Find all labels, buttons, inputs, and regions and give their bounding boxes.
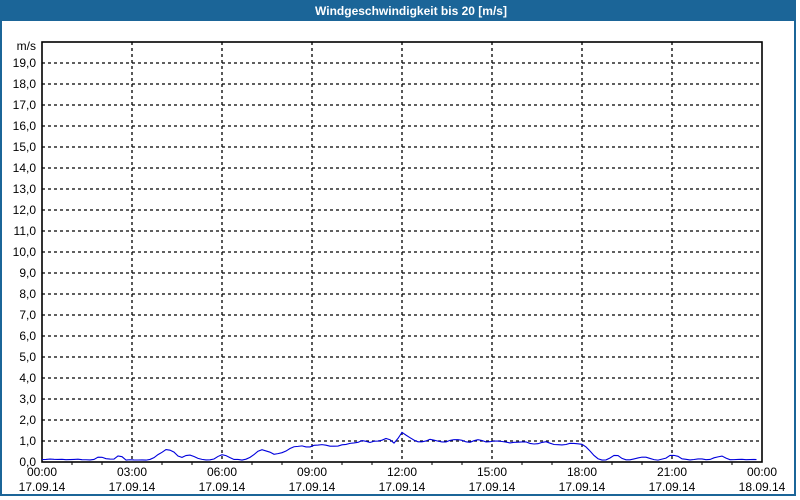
svg-text:5,0: 5,0	[19, 350, 36, 364]
svg-text:21:00: 21:00	[657, 465, 687, 479]
svg-text:00:00: 00:00	[27, 465, 57, 479]
svg-text:12,0: 12,0	[13, 203, 37, 217]
svg-text:18,0: 18,0	[13, 77, 37, 91]
svg-text:17,0: 17,0	[13, 98, 37, 112]
svg-text:17.09.14: 17.09.14	[19, 480, 66, 494]
svg-text:16,0: 16,0	[13, 119, 37, 133]
svg-text:17.09.14: 17.09.14	[109, 480, 156, 494]
svg-text:6,0: 6,0	[19, 329, 36, 343]
svg-text:17.09.14: 17.09.14	[199, 480, 246, 494]
svg-text:10,0: 10,0	[13, 245, 37, 259]
svg-text:3,0: 3,0	[19, 392, 36, 406]
svg-text:9,0: 9,0	[19, 266, 36, 280]
svg-text:8,0: 8,0	[19, 287, 36, 301]
svg-text:17.09.14: 17.09.14	[649, 480, 696, 494]
svg-text:m/s: m/s	[17, 39, 36, 53]
svg-text:06:00: 06:00	[207, 465, 237, 479]
svg-text:15,0: 15,0	[13, 140, 37, 154]
svg-text:2,0: 2,0	[19, 413, 36, 427]
svg-text:00:00: 00:00	[747, 465, 777, 479]
svg-text:15:00: 15:00	[477, 465, 507, 479]
svg-text:14,0: 14,0	[13, 161, 37, 175]
svg-text:17.09.14: 17.09.14	[379, 480, 426, 494]
svg-text:09:00: 09:00	[297, 465, 327, 479]
svg-text:03:00: 03:00	[117, 465, 147, 479]
svg-text:18.09.14: 18.09.14	[739, 480, 786, 494]
svg-text:1,0: 1,0	[19, 434, 36, 448]
svg-text:12:00: 12:00	[387, 465, 417, 479]
svg-text:19,0: 19,0	[13, 56, 37, 70]
svg-text:7,0: 7,0	[19, 308, 36, 322]
svg-text:17.09.14: 17.09.14	[559, 480, 606, 494]
svg-text:18:00: 18:00	[567, 465, 597, 479]
svg-text:4,0: 4,0	[19, 371, 36, 385]
svg-text:17.09.14: 17.09.14	[289, 480, 336, 494]
svg-text:17.09.14: 17.09.14	[469, 480, 516, 494]
svg-text:11,0: 11,0	[14, 224, 37, 238]
svg-text:13,0: 13,0	[13, 182, 37, 196]
